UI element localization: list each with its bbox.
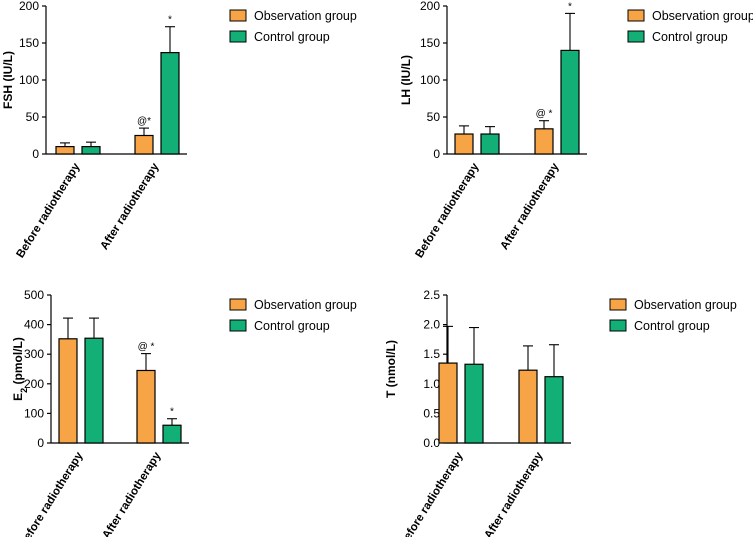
x-category-label: After radiotherapy xyxy=(99,161,162,252)
y-tick-label: 0 xyxy=(32,147,39,161)
legend-label-observation: Observation group xyxy=(254,9,357,23)
legend-label-control: Control group xyxy=(254,30,330,44)
y-tick-label: 150 xyxy=(420,36,440,50)
y-tick-label: 2.0 xyxy=(423,318,440,332)
x-category-label: After radiotherapy xyxy=(101,450,164,537)
y-tick-label: 200 xyxy=(19,0,39,13)
significance-annotation: @ * xyxy=(536,109,553,120)
bar-control-after xyxy=(544,376,564,444)
chart-panel-2: 0 50 100 150 200 LH (IU/L) Before radiotherapy… xyxy=(399,0,753,260)
bar-observation-before xyxy=(438,362,458,444)
legend-swatch-observation xyxy=(627,9,645,22)
bar-observation-after xyxy=(534,128,554,155)
bar-control-before xyxy=(84,337,104,444)
legend-label-observation: Observation group xyxy=(652,9,753,23)
significance-annotation: @ * xyxy=(138,342,155,353)
legend-label-control: Control group xyxy=(254,319,330,333)
x-category-label: Before radiotherapy xyxy=(413,161,481,261)
legend-swatch-observation xyxy=(609,298,627,311)
legend-label-control: Control group xyxy=(652,30,728,44)
y-tick-label: 1.5 xyxy=(423,347,440,361)
bar-control-before xyxy=(464,363,484,444)
y-tick-label: 2.5 xyxy=(423,288,440,302)
bar-control-after xyxy=(560,49,580,155)
legend-swatch-control xyxy=(609,319,627,332)
y-axis-label: E2 (pmol/L) xyxy=(11,337,29,401)
y-tick-label: 400 xyxy=(24,318,44,332)
y-tick-label: 50 xyxy=(26,110,40,124)
legend-swatch-observation xyxy=(229,9,247,22)
significance-annotation: * xyxy=(170,407,174,418)
y-tick-label: 0 xyxy=(433,147,440,161)
y-tick-label: 300 xyxy=(24,347,44,361)
y-tick-label: 200 xyxy=(24,377,44,391)
y-tick-label: 200 xyxy=(420,0,440,13)
y-axis-label: FSH (IU/L) xyxy=(1,51,15,109)
legend-label-observation: Observation group xyxy=(254,298,357,312)
legend-label-control: Control group xyxy=(634,319,710,333)
y-axis-label: T (nmol/L) xyxy=(384,340,398,398)
bar-observation-before xyxy=(55,146,75,155)
legend-label-observation: Observation group xyxy=(634,298,737,312)
bar-control-before xyxy=(480,133,500,155)
x-category-label: After radiotherapy xyxy=(483,450,546,537)
y-tick-label: 100 xyxy=(19,73,39,87)
chart-panel-4: 0.0 0.5 1.0 1.5 2.0 2.5 T (nmol/L) Before radio… xyxy=(384,288,737,537)
y-tick-label: 100 xyxy=(420,73,440,87)
y-tick-label: 0.0 xyxy=(423,436,440,450)
y-axis-label: LH (IU/L) xyxy=(399,55,413,105)
significance-annotation: * xyxy=(568,1,572,12)
legend-swatch-control xyxy=(229,30,247,43)
bar-observation-before xyxy=(454,133,474,155)
y-tick-label: 150 xyxy=(19,36,39,50)
bar-observation-after xyxy=(518,369,538,444)
significance-annotation: * xyxy=(168,15,172,26)
x-category-label: Before radiotherapy xyxy=(397,450,465,537)
bar-observation-after xyxy=(136,369,156,444)
significance-annotation: @* xyxy=(137,116,151,127)
chart-panel-3: 0 100 200 300 400 500 E2 (pmol/L) Before radiot… xyxy=(11,288,357,537)
bar-control-after xyxy=(160,52,180,155)
x-category-label: Before radiotherapy xyxy=(14,161,82,261)
chart-panel-1: 0 50 100 150 200 FSH (IU/L) Before radiotherap… xyxy=(1,0,357,260)
y-tick-label: 0 xyxy=(37,436,44,450)
bar-observation-after xyxy=(134,134,154,155)
legend-swatch-control xyxy=(627,30,645,43)
y-tick-label: 500 xyxy=(24,288,44,302)
y-tick-label: 50 xyxy=(427,110,441,124)
y-tick-label: 0.5 xyxy=(423,406,440,420)
bar-control-before xyxy=(81,146,101,155)
bar-control-after xyxy=(162,424,182,444)
x-category-label: Before radiotherapy xyxy=(17,450,85,537)
legend-swatch-control xyxy=(229,319,247,332)
y-tick-label: 100 xyxy=(24,406,44,420)
bar-observation-before xyxy=(58,338,78,444)
x-category-label: After radiotherapy xyxy=(499,161,562,252)
legend-swatch-observation xyxy=(229,298,247,311)
y-tick-label: 1.0 xyxy=(423,377,440,391)
